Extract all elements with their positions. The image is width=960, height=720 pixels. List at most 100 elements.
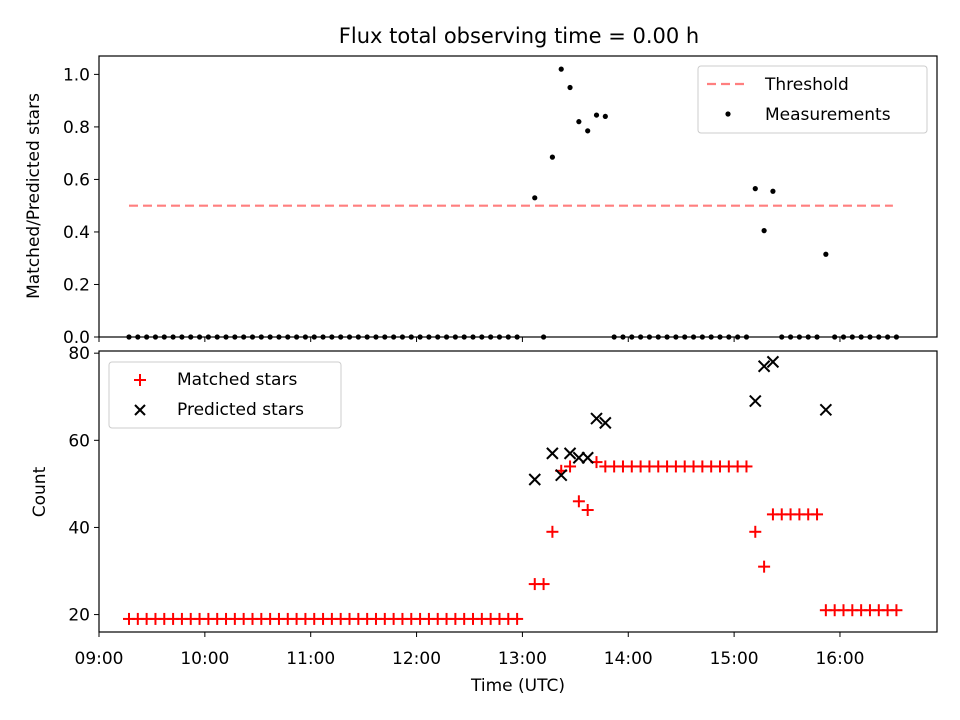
measurement-point (664, 334, 670, 340)
measurement-point (832, 334, 838, 340)
measurement-point (549, 154, 556, 160)
measurement-point (417, 334, 423, 340)
measurement-point (276, 334, 282, 340)
measurement-point (205, 334, 211, 340)
measurement-point (391, 334, 397, 340)
count-x-tick-label: 15:00 (710, 649, 759, 669)
measurement-point (196, 334, 203, 340)
measurement-point (717, 334, 723, 340)
measurement-point (338, 334, 344, 340)
measurement-point (399, 334, 406, 340)
count-x-tick-label: 16:00 (815, 649, 864, 669)
matched-star-point (546, 525, 559, 538)
measurement-point (735, 334, 741, 340)
measurement-point (849, 334, 855, 340)
measurement-point (135, 334, 141, 340)
measurement-point (170, 334, 176, 340)
measurement-point (576, 119, 582, 125)
measurement-point (232, 334, 238, 340)
measurement-point (682, 334, 688, 340)
measurement-point (602, 113, 608, 120)
ratio-y-tick-label: 0.6 (63, 170, 90, 190)
measurement-point (285, 334, 291, 340)
measurement-point (461, 334, 467, 340)
measurement-point (214, 334, 220, 340)
matched-star-point (749, 525, 762, 538)
matched-star-point (511, 612, 524, 625)
legend-measurements-label: Measurements (765, 105, 891, 125)
measurement-point (320, 334, 326, 340)
measurement-point (346, 334, 353, 340)
measurement-point (840, 334, 847, 340)
count-legend: Matched stars Predicted stars (108, 361, 342, 429)
ratio-y-tick-label: 0.8 (63, 118, 90, 138)
measurement-point (293, 334, 300, 340)
measurement-point (505, 334, 511, 340)
measurement-point (144, 334, 150, 340)
predicted-star-point (555, 468, 568, 482)
matched-star-point (572, 495, 585, 508)
matched-star-point (758, 560, 771, 573)
measurement-point (858, 334, 864, 340)
count-points (122, 355, 903, 625)
measurement-point (329, 334, 335, 340)
measurement-point (532, 195, 538, 201)
legend-matched-label: Matched stars (177, 370, 297, 390)
chart-title: Flux total observing time = 0.00 h (339, 24, 699, 48)
ratio-x-ticks (98, 337, 841, 342)
measurement-point (161, 334, 167, 340)
measurement-point (867, 334, 873, 340)
ratio-y-axis-label: Matched/Predicted stars (24, 93, 44, 299)
measurement-point (488, 334, 494, 340)
measurement-point (690, 334, 697, 340)
matched-star-point (537, 578, 550, 591)
count-panel: 20 40 60 80 09:00 10:00 11:00 12:00 13:00 14:00 1… (30, 344, 938, 696)
measurement-point (249, 334, 256, 340)
predicted-star-point (563, 447, 577, 460)
count-y-tick-label: 20 (68, 606, 90, 626)
measurement-points (126, 66, 900, 340)
measurement-point (893, 334, 900, 340)
measurement-point (673, 334, 679, 340)
measurement-point (638, 334, 644, 340)
measurement-point (355, 334, 361, 340)
measurement-point (426, 334, 432, 340)
measurement-point (126, 334, 132, 340)
measurement-point (188, 334, 194, 340)
legend-predicted-swatch (134, 404, 146, 416)
measurement-point (885, 334, 891, 340)
predicted-star-point (546, 447, 559, 460)
measurement-point (823, 251, 829, 257)
measurement-point (611, 334, 617, 340)
measurement-point (787, 334, 794, 340)
measurement-point (620, 334, 626, 340)
measurement-point (655, 334, 661, 340)
ratio-y-ticks: 0.0 0.2 0.4 0.6 0.8 1.0 (63, 65, 99, 348)
legend-threshold-label: Threshold (764, 75, 849, 95)
measurement-point (585, 128, 591, 134)
matched-star-point (564, 460, 577, 473)
measurement-point (470, 334, 476, 340)
ratio-y-tick-label: 0.0 (63, 328, 90, 348)
predicted-star-point (819, 403, 833, 417)
count-x-ticks: 09:00 10:00 11:00 12:00 13:00 14:00 15:00 16:00 (75, 632, 864, 669)
measurement-point (443, 334, 450, 340)
measurement-point (708, 334, 714, 340)
count-y-ticks: 20 40 60 80 (68, 344, 99, 626)
count-x-tick-label: 10:00 (180, 649, 229, 669)
ratio-y-tick-label: 1.0 (63, 65, 90, 85)
matched-star-point (740, 460, 753, 473)
measurement-point (646, 334, 653, 340)
measurement-point (514, 334, 520, 340)
measurement-point (752, 186, 758, 192)
count-x-tick-label: 12:00 (392, 649, 441, 669)
matched-star-point (581, 504, 594, 517)
matched-star-point (890, 604, 903, 617)
predicted-star-point (590, 412, 603, 425)
measurement-point (267, 334, 273, 340)
measurement-point (796, 334, 802, 340)
measurement-point (593, 112, 600, 118)
count-legend-box (108, 361, 342, 429)
ratio-y-tick-label: 0.4 (63, 223, 90, 243)
